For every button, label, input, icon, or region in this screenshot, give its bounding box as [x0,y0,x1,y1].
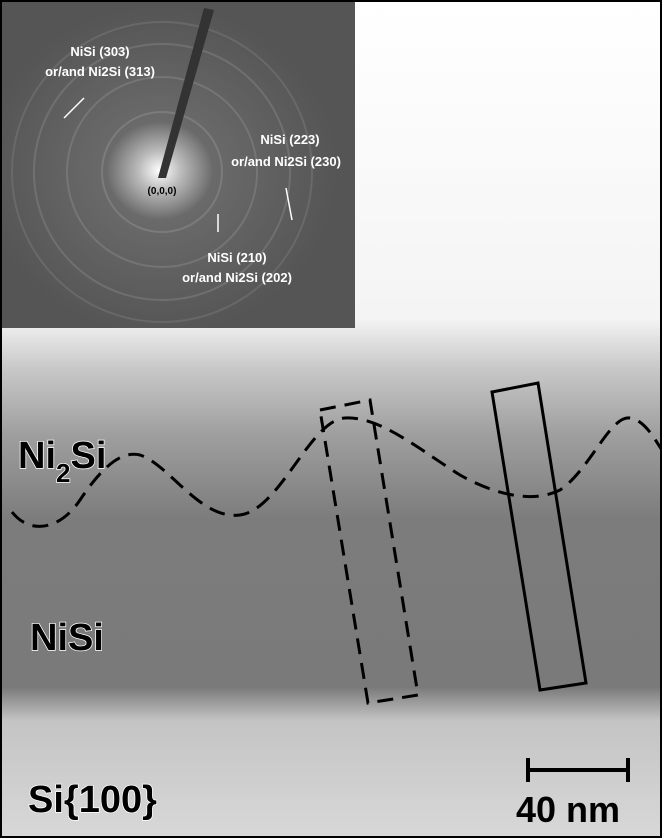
annotation-line: NiSi (223) [260,132,319,147]
page: (0,0,0) NiSi (303) or/and Ni2Si (313) Ni… [0,0,662,838]
layer-label: Si{100} [28,779,157,821]
label-part: Ni [18,435,56,477]
label-subscript: 2 [56,458,70,488]
annotation-line: NiSi (303) [70,44,129,59]
label-part: Si [70,435,106,477]
annotation-line: or/and Ni2Si (313) [45,64,155,79]
micrograph-figure: (0,0,0) NiSi (303) or/and Ni2Si (313) Ni… [0,0,662,838]
scale-bar-label: 40 nm [516,789,620,830]
annotation-line: or/and Ni2Si (202) [182,270,292,285]
annotation-line: NiSi (210) [207,250,266,265]
diffraction-inset: (0,0,0) NiSi (303) or/and Ni2Si (313) Ni… [0,0,355,328]
annotation-line: or/and Ni2Si (230) [231,154,341,169]
layer-label: NiSi [30,617,104,659]
center-label: (0,0,0) [148,186,177,197]
